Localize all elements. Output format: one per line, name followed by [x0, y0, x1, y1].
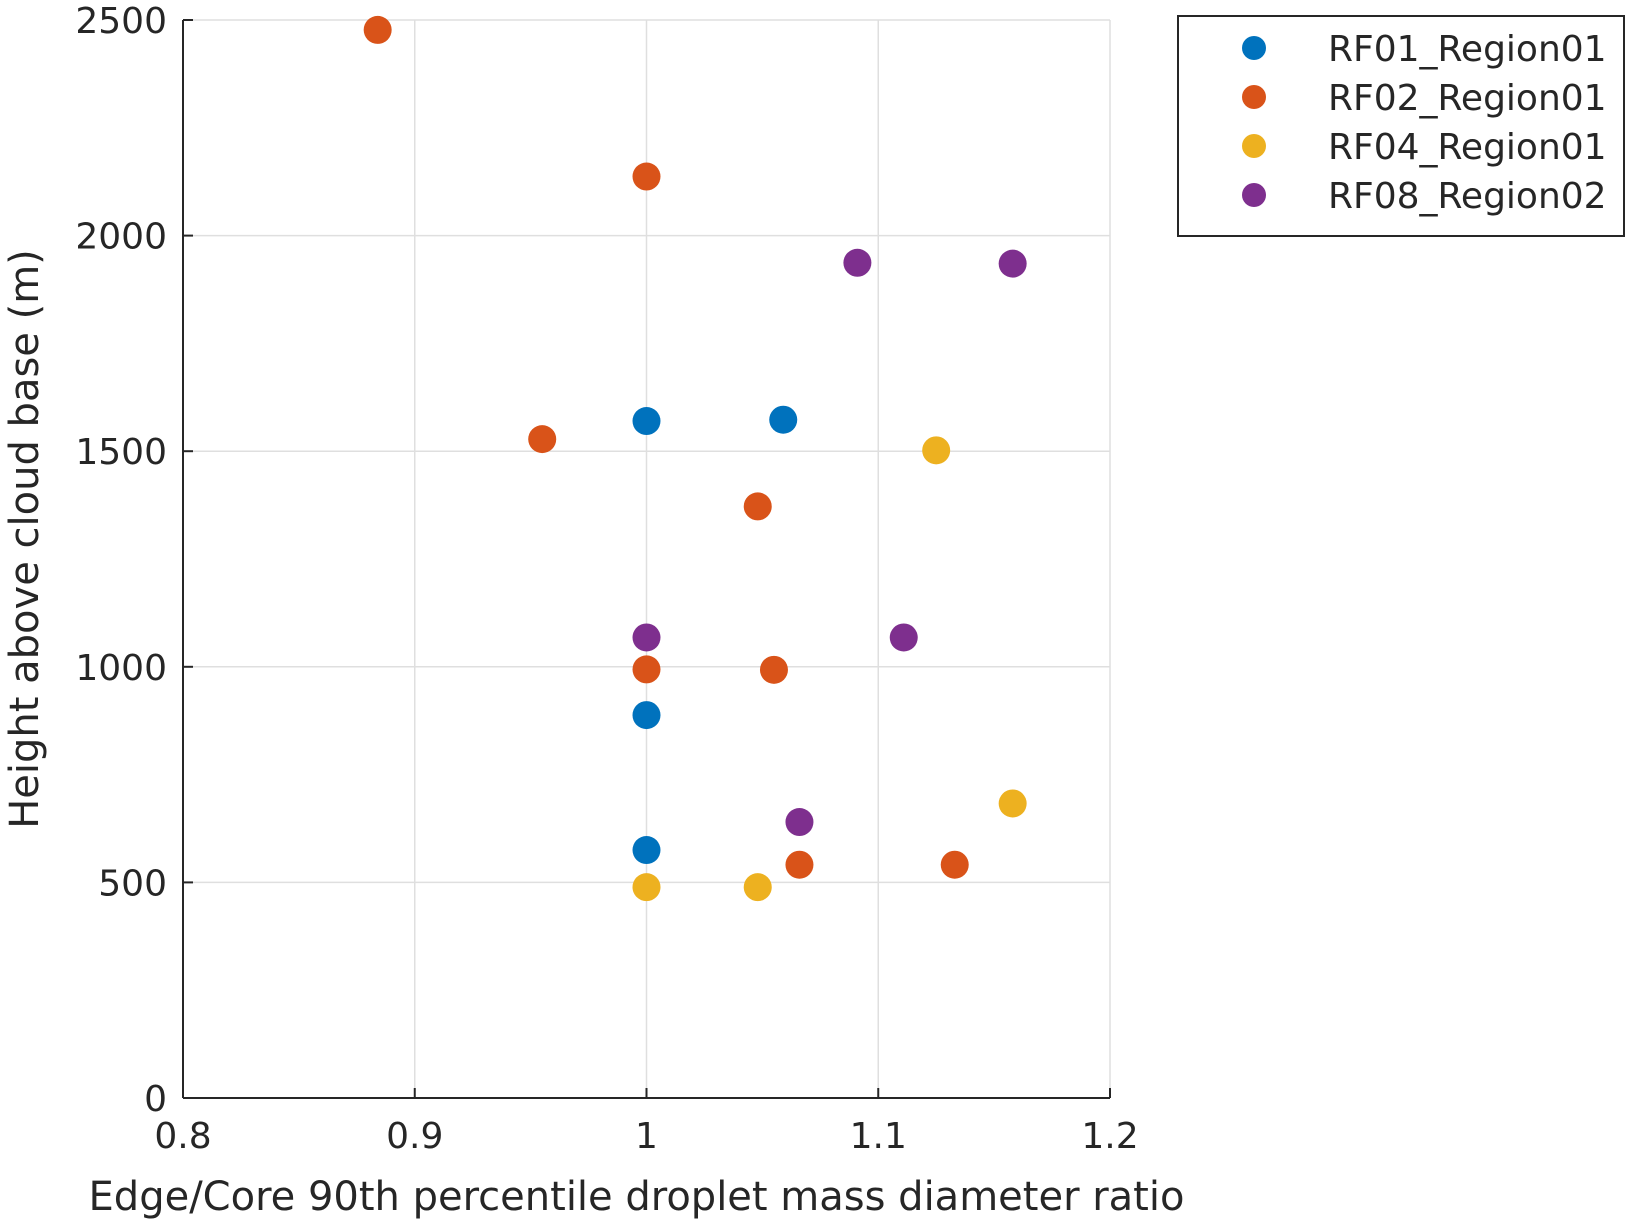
y-axis-label: Height above cloud base (m): [2, 249, 48, 829]
y-tick-label: 1500: [75, 432, 167, 473]
data-points: [363, 15, 1027, 902]
data-point: [632, 623, 661, 652]
data-point: [785, 850, 814, 879]
y-tick-label: 2500: [75, 1, 167, 42]
x-tick-label: 1: [635, 1116, 658, 1157]
data-point: [998, 789, 1027, 818]
data-point: [922, 436, 951, 465]
data-point: [843, 248, 872, 277]
x-tick-label: 1.2: [1081, 1116, 1138, 1157]
legend-label: RF02_Region01: [1328, 78, 1607, 119]
y-tick-label: 2000: [75, 217, 167, 258]
x-axis-ticks: 0.8 0.9 1 1.1 1.2: [154, 1088, 1139, 1157]
data-point: [785, 808, 814, 837]
y-axis-ticks: 0 500 1000 1500 2000 2500: [75, 1, 193, 1120]
legend-label: RF08_Region02: [1328, 176, 1607, 217]
data-point: [632, 836, 661, 865]
data-point: [769, 405, 798, 434]
legend-marker: [1242, 85, 1266, 109]
data-point: [528, 425, 557, 454]
legend-label: RF04_Region01: [1328, 127, 1607, 168]
y-tick-label: 0: [144, 1079, 167, 1120]
data-point: [632, 655, 661, 684]
data-point: [632, 162, 661, 191]
data-point: [940, 850, 969, 879]
data-point: [889, 623, 918, 652]
data-point: [743, 873, 772, 902]
legend-label: RF01_Region01: [1328, 29, 1607, 70]
y-tick-label: 1000: [75, 648, 167, 689]
data-point: [363, 15, 392, 44]
y-tick-label: 500: [98, 863, 167, 904]
x-tick-label: 0.9: [386, 1116, 443, 1157]
legend-marker: [1242, 183, 1266, 207]
legend-marker: [1242, 134, 1266, 158]
data-point: [998, 249, 1027, 278]
legend-marker: [1242, 36, 1266, 60]
legend: RF01_Region01 RF02_Region01 RF04_Region01 R…: [1177, 15, 1625, 237]
x-tick-label: 0.8: [154, 1116, 211, 1157]
x-tick-label: 1.1: [850, 1116, 907, 1157]
data-point: [759, 655, 788, 684]
data-point: [632, 701, 661, 730]
data-point: [632, 407, 661, 436]
data-point: [743, 492, 772, 521]
x-axis-label: Edge/Core 90th percentile droplet mass d…: [89, 1174, 1185, 1220]
data-point: [632, 873, 661, 902]
